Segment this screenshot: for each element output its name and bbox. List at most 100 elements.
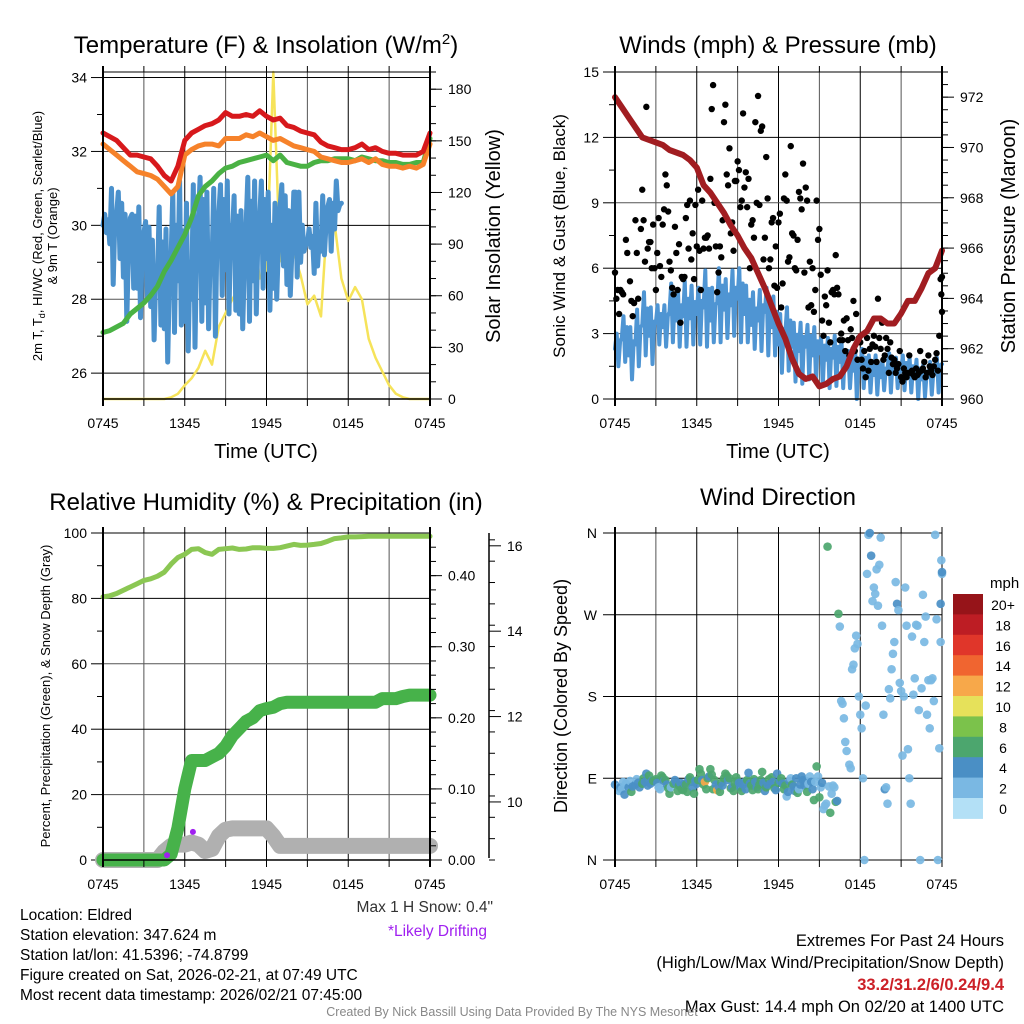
winds-ytick-label: 12 bbox=[583, 129, 599, 145]
gust-point bbox=[654, 249, 661, 257]
gust-point bbox=[925, 352, 932, 359]
gust-point bbox=[837, 330, 845, 337]
temperature-xtick-label: 1345 bbox=[169, 415, 200, 431]
colorbar-swatch bbox=[953, 675, 983, 697]
colorbar-swatch bbox=[953, 696, 983, 717]
temperature-ytick-label: 32 bbox=[71, 143, 87, 159]
gust-point bbox=[733, 177, 740, 185]
wind-direction-xtick-label: 0145 bbox=[845, 876, 876, 892]
gust-point bbox=[795, 188, 803, 196]
gust-point bbox=[858, 356, 865, 363]
gust-point bbox=[775, 219, 782, 226]
direction-point bbox=[862, 569, 872, 579]
gust-point bbox=[652, 286, 660, 294]
gust-point bbox=[752, 118, 759, 126]
direction-point bbox=[928, 674, 937, 683]
winds-xtick-label: 0745 bbox=[926, 415, 957, 431]
humidity-ytick-label: 0 bbox=[79, 852, 87, 868]
gust-point bbox=[675, 241, 683, 248]
latlon-text: Station lat/lon: 41.5396; -74.8799 bbox=[20, 947, 249, 964]
gust-point bbox=[917, 347, 924, 355]
gust-point bbox=[686, 197, 694, 204]
location-text: Location: Eldred bbox=[20, 907, 133, 924]
gust-point bbox=[622, 236, 630, 244]
gust-point bbox=[713, 288, 721, 296]
gust-point bbox=[737, 203, 744, 211]
gust-point bbox=[797, 195, 804, 202]
gust-point bbox=[873, 358, 880, 366]
temperature-xtick-label: 0745 bbox=[414, 415, 445, 431]
gust-point bbox=[694, 186, 702, 193]
direction-point bbox=[879, 710, 888, 719]
extremes-title: Extremes For Past 24 Hours bbox=[795, 932, 1004, 950]
gust-point bbox=[637, 225, 645, 233]
gust-point bbox=[626, 278, 634, 285]
gust-point bbox=[876, 334, 883, 342]
gust-point bbox=[934, 367, 942, 374]
gust-point bbox=[865, 367, 872, 374]
gust-point bbox=[936, 332, 943, 339]
gust-point bbox=[716, 243, 724, 250]
gust-point bbox=[669, 284, 676, 292]
pressure-ytick-right-label: 972 bbox=[960, 89, 984, 105]
speed-colorbar: 20+ 18 16 14 12 10 8 6 4 2 0 bbox=[953, 594, 1015, 819]
humidity-ytick-label: 20 bbox=[71, 787, 87, 803]
gust-point bbox=[921, 358, 928, 366]
max-gust-text: Max Gust: 14.4 mph On 02/20 at 1400 UTC bbox=[684, 998, 1004, 1016]
direction-point bbox=[832, 796, 842, 806]
gust-point bbox=[658, 273, 665, 281]
gust-point bbox=[761, 234, 769, 241]
gust-point bbox=[859, 365, 867, 372]
wind-direction-ytick-label: E bbox=[588, 770, 597, 786]
gust-point bbox=[803, 197, 811, 204]
direction-point bbox=[757, 767, 767, 777]
direction-point bbox=[851, 631, 861, 640]
direction-point bbox=[858, 773, 868, 783]
gust-point bbox=[906, 352, 913, 359]
temperature-xlabel: Time (UTC) bbox=[214, 441, 318, 463]
gust-point bbox=[794, 236, 801, 244]
direction-point bbox=[932, 614, 941, 624]
humidity-xtick-label: 1345 bbox=[169, 876, 200, 892]
gust-point bbox=[688, 256, 695, 263]
winds-xlabel: Time (UTC) bbox=[726, 441, 830, 463]
direction-point bbox=[875, 560, 884, 570]
direction-point bbox=[823, 542, 832, 551]
humidity-xtick-label: 0745 bbox=[87, 876, 118, 892]
gust-point bbox=[704, 232, 711, 239]
humidity-xtick-label: 0745 bbox=[414, 876, 445, 892]
gust-point bbox=[783, 197, 790, 204]
colorbar-label: 2 bbox=[999, 781, 1007, 797]
direction-point bbox=[891, 577, 900, 587]
direction-point bbox=[877, 621, 887, 630]
gust-point bbox=[667, 267, 675, 274]
direction-point bbox=[906, 799, 915, 808]
gust-point bbox=[818, 317, 826, 324]
gust-point bbox=[624, 249, 631, 257]
gust-point bbox=[793, 267, 800, 274]
pressure-ytick-right-label: 962 bbox=[960, 341, 984, 357]
precipitation-ytick-right-label: 0.40 bbox=[448, 568, 475, 584]
direction-point bbox=[839, 714, 849, 723]
gust-point bbox=[718, 254, 725, 261]
humidity-ytick-label: 100 bbox=[64, 525, 88, 541]
insolation-ytick-right-label: 180 bbox=[448, 81, 472, 97]
direction-point bbox=[701, 784, 711, 794]
gust-point bbox=[802, 184, 809, 191]
gust-point bbox=[870, 332, 878, 339]
direction-point bbox=[744, 768, 753, 778]
gust-point bbox=[929, 371, 936, 379]
gust-point bbox=[749, 217, 756, 224]
direction-point bbox=[870, 589, 880, 599]
drifting-point bbox=[189, 828, 196, 835]
svg-text:2m T, Td, HI/WC (Red, Green, S: 2m T, Td, HI/WC (Red, Green, Scarlet/Blu… bbox=[30, 111, 47, 361]
humidity-xtick-label: 0145 bbox=[333, 876, 364, 892]
direction-point bbox=[887, 664, 896, 674]
direction-point bbox=[937, 555, 946, 565]
gust-point bbox=[931, 356, 939, 363]
pressure-ytick-right-label: 960 bbox=[960, 391, 984, 407]
gust-point bbox=[824, 267, 831, 274]
gust-point bbox=[743, 203, 751, 211]
gust-point bbox=[843, 315, 850, 322]
